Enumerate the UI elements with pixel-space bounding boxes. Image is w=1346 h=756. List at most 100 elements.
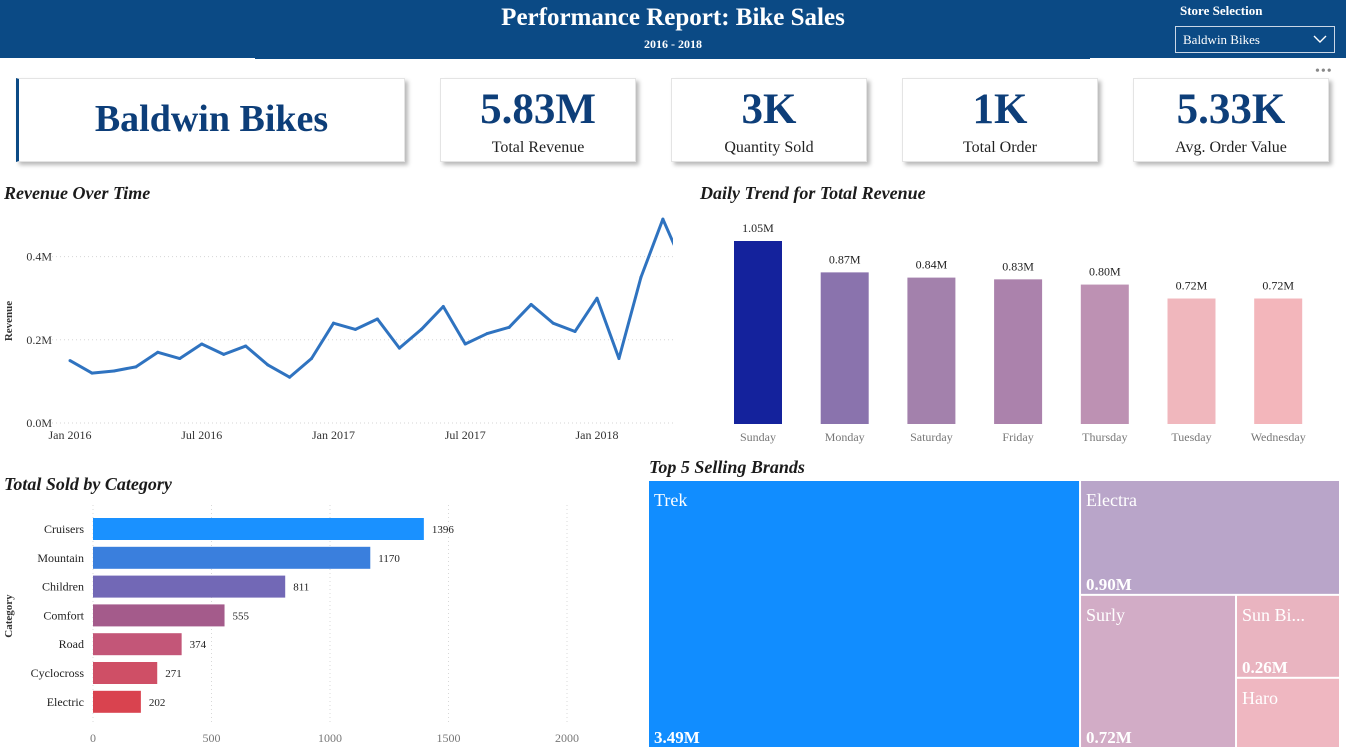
data-point [507,325,511,329]
store-card: Baldwin Bikes [16,78,405,162]
bar-cyclocross[interactable] [93,662,158,684]
bar-electric[interactable] [93,690,141,713]
data-point [90,371,94,375]
x-tick-label: Friday [1002,430,1033,444]
chevron-down-icon [1313,35,1327,43]
category-label: Mountain [37,551,84,565]
bar-cruisers[interactable] [93,518,424,540]
treemap-tile-haro[interactable]: Haro [1237,678,1339,747]
data-point [266,363,270,367]
bar-sunday[interactable] [734,241,782,424]
x-tick-label: 0 [90,731,96,745]
tile-value: 3.49M [654,728,700,747]
bar-monday[interactable] [820,272,869,424]
bar-road[interactable] [93,633,182,656]
kpi-value: 5.33K [1176,86,1286,133]
y-tick-label: 0.4M [26,250,52,264]
treemap-tile-surly[interactable]: Surly 0.72M [1081,595,1236,747]
bar-saturday[interactable] [907,277,956,424]
treemap-tile-electra[interactable]: Electra 0.90M [1081,481,1339,594]
data-label: 1170 [378,553,400,565]
x-tick-label: 500 [203,731,221,745]
category-label: Electric [47,695,84,709]
kpi-card-avg-order-value: 5.33K Avg. Order Value [1133,78,1329,162]
revenue-series-line [69,217,673,379]
data-label: 0.72M [1262,279,1294,293]
bar-mountain[interactable] [93,546,371,569]
x-tick-label: Jul 2017 [445,428,486,442]
tile-name: Trek [654,490,687,510]
store-selection-label: Store Selection [1180,3,1263,18]
data-point [485,332,489,336]
y-tick-label: 0.0M [26,416,52,430]
data-point [288,375,292,379]
x-tick-label: 1500 [437,731,461,745]
kpi-value: 1K [972,86,1028,133]
x-tick-label: Jan 2018 [576,428,619,442]
data-label: 0.80M [1089,265,1121,279]
category-chart-title: Total Sold by Category [4,474,172,494]
category-label: Comfort [43,608,84,622]
kpi-card-total-revenue: 5.83M Total Revenue [440,78,636,162]
data-point [617,357,621,361]
kpi-label: Avg. Order Value [1175,139,1287,156]
x-tick-label: Jan 2017 [312,428,355,442]
data-point [178,357,182,361]
bar-comfort[interactable] [93,604,225,627]
data-point [639,275,643,279]
tile-value: 0.90M [1086,575,1132,594]
bar-thursday[interactable] [1080,284,1129,424]
report-header [0,0,1346,58]
brands-treemap: Trek 3.49M Electra 0.90M Surly 0.72M Sun Bi...… [649,481,1339,747]
x-tick-label: Jul 2016 [181,428,222,442]
tile-value: 0.26M [1242,658,1288,677]
data-label: 0.84M [916,258,948,272]
treemap-tile-sunbi[interactable]: Sun Bi... 0.26M [1237,595,1339,677]
y-tick-label: 0.2M [26,333,52,347]
data-point [134,365,138,369]
y-axis-label: Revenue [3,301,15,341]
data-point [68,359,72,363]
y-axis-label: Category [3,594,15,638]
page-title: Performance Report: Bike Sales [501,4,845,31]
header-underline [255,56,1090,59]
data-label: 0.83M [1002,259,1034,273]
bar-tuesday[interactable] [1167,298,1216,424]
top-brands-title: Top 5 Selling Brands [649,457,805,477]
tile-value: 0.72M [1086,728,1132,747]
store-selection-dropdown[interactable]: Baldwin Bikes [1175,26,1335,53]
data-label: 555 [233,610,250,622]
bar-children[interactable] [93,575,286,598]
kpi-label: Total Order [963,139,1037,156]
x-tick-label: 1000 [318,731,342,745]
revenue-line-chart: 0.0M 0.2M 0.4M Jan 2016 Jul 2016 Jan 2017 Jul … [3,217,673,442]
data-point [551,321,555,325]
category-label: Cruisers [44,522,84,536]
treemap-tile-trek[interactable]: Trek 3.49M [649,481,1080,747]
bar-wednesday[interactable] [1254,298,1303,424]
data-point [573,329,577,333]
kpi-card-quantity-sold: 3K Quantity Sold [671,78,867,162]
data-point [353,327,357,331]
page-subtitle: 2016 - 2018 [644,37,702,51]
x-tick-label: Jan 2016 [49,428,92,442]
x-tick-label: Wednesday [1251,430,1306,444]
tile-name: Haro [1242,688,1278,708]
tile-name: Electra [1086,490,1137,510]
data-point [529,302,533,306]
data-point [661,217,665,221]
data-label: 811 [293,582,309,594]
data-point [463,342,467,346]
data-point [397,346,401,350]
ellipsis-icon[interactable]: ••• [1315,64,1333,79]
data-point [375,317,379,321]
category-label: Road [59,637,84,651]
data-label: 374 [190,639,207,651]
data-label: 1396 [432,524,455,536]
tile-name: Sun Bi... [1242,605,1305,625]
store-selection-value: Baldwin Bikes [1183,32,1260,47]
x-tick-label: Sunday [740,430,776,444]
data-label: 1.05M [742,221,774,235]
kpi-label: Quantity Sold [724,139,814,156]
bar-friday[interactable] [994,279,1043,424]
